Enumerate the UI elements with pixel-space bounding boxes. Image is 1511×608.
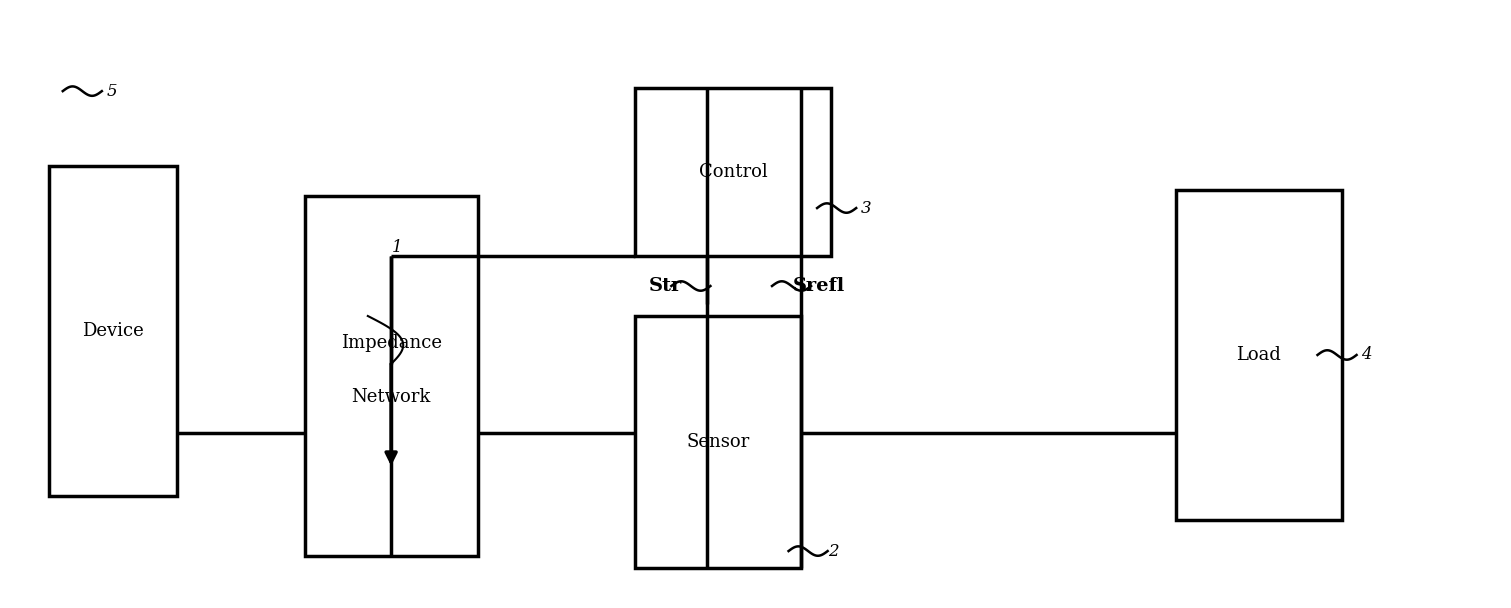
Bar	[305, 196, 477, 556]
Bar	[50, 166, 177, 496]
Text: Sensor: Sensor	[686, 433, 749, 451]
Text: Load: Load	[1236, 346, 1281, 364]
Text: Control: Control	[698, 163, 768, 181]
Text: 5: 5	[106, 83, 116, 100]
Text: 4: 4	[1361, 347, 1372, 364]
Bar	[635, 316, 801, 568]
Bar	[635, 88, 831, 256]
Text: Network: Network	[352, 388, 431, 406]
Text: Srefl: Srefl	[792, 277, 845, 295]
Bar	[1176, 190, 1342, 520]
Text: 3: 3	[861, 199, 872, 216]
Text: Device: Device	[82, 322, 144, 340]
Text: 1: 1	[391, 238, 402, 255]
Text: Str: Str	[648, 277, 681, 295]
Text: 2: 2	[828, 542, 839, 559]
Text: Impedance: Impedance	[340, 334, 441, 352]
